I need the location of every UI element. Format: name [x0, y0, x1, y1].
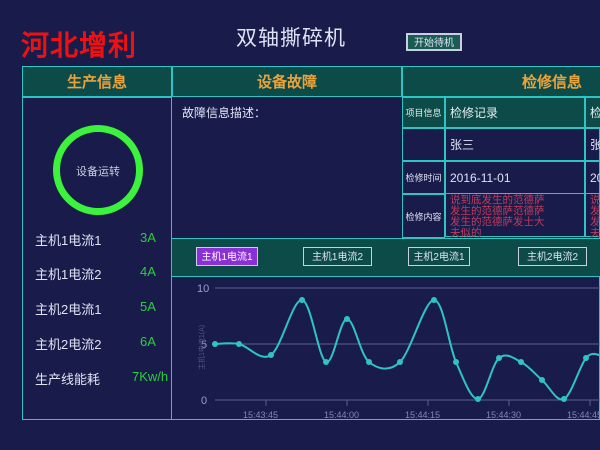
svg-text:15:44:00: 15:44:00 [324, 410, 359, 420]
svg-text:10: 10 [197, 283, 209, 295]
svg-text:主机1电流1(A): 主机1电流1(A) [197, 325, 206, 370]
svg-text:15:44:30: 15:44:30 [486, 410, 521, 420]
svg-text:0: 0 [201, 395, 207, 407]
svg-text:15:44:45: 15:44:45 [567, 410, 600, 420]
svg-text:15:43:45: 15:43:45 [243, 410, 278, 420]
svg-text:15:44:15: 15:44:15 [405, 410, 440, 420]
